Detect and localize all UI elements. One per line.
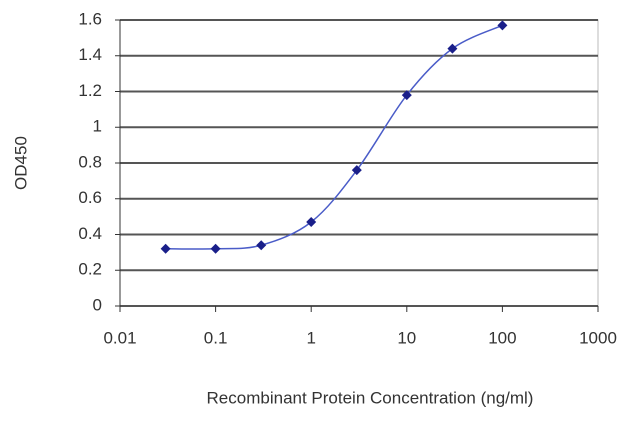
y-tick-label: 1.6 (78, 9, 102, 28)
y-tick-label: 1.4 (78, 45, 102, 64)
data-point (256, 240, 267, 251)
y-tick-label: 0 (93, 295, 102, 314)
data-line (165, 24, 503, 250)
data-point (497, 20, 508, 31)
x-tick-label: 100 (488, 328, 516, 347)
x-tick-label: 1 (306, 328, 315, 347)
y-tick-label: 0.4 (78, 224, 102, 243)
data-point (306, 216, 317, 227)
x-tick-label: 1000 (579, 328, 617, 347)
data-point (401, 90, 412, 101)
data-point (160, 243, 171, 254)
y-tick-label: 0.8 (78, 152, 102, 171)
data-point (447, 43, 458, 54)
x-axis-label: Recombinant Protein Concentration (ng/ml… (207, 388, 534, 407)
x-tick-label: 0.01 (103, 328, 136, 347)
y-tick-label: 0.6 (78, 188, 102, 207)
y-tick-label: 1 (93, 117, 102, 136)
x-tick-label: 0.1 (204, 328, 228, 347)
y-axis-label: OD450 (11, 136, 30, 190)
x-tick-label: 10 (397, 328, 416, 347)
data-point (351, 165, 362, 176)
y-tick-label: 1.2 (78, 81, 102, 100)
y-tick-label: 0.2 (78, 260, 102, 279)
data-point (210, 243, 221, 254)
